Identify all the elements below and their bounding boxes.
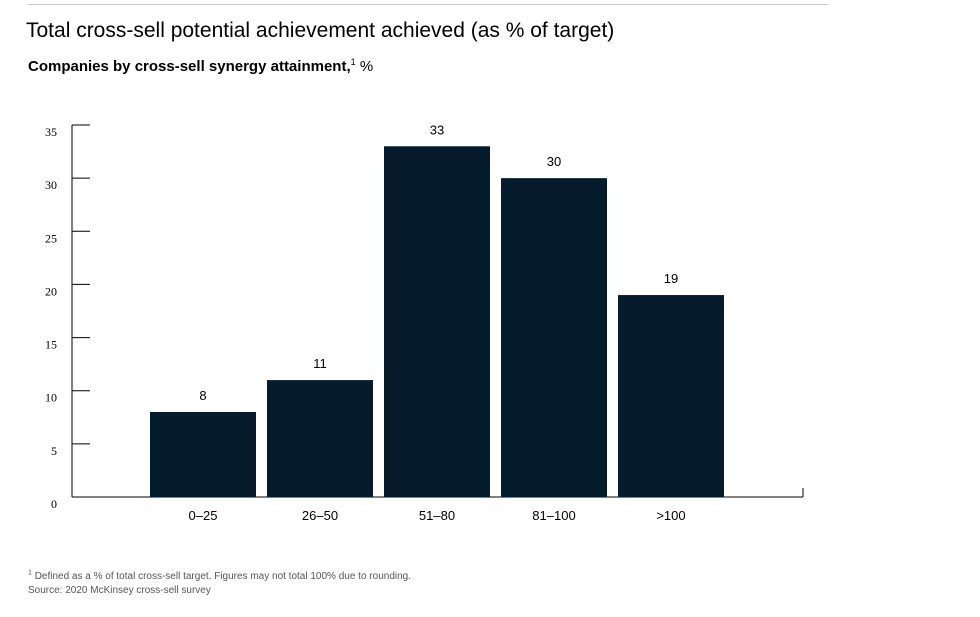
bar-value-label: 11 — [313, 356, 327, 371]
bar — [267, 380, 373, 497]
footnote-text: Defined as a % of total cross-sell targe… — [34, 571, 412, 582]
bar — [618, 295, 724, 497]
footnote: 1 Defined as a % of total cross-sell tar… — [28, 569, 412, 582]
y-tick-label: 5 — [51, 444, 57, 458]
bar — [501, 178, 607, 497]
bar-value-label: 19 — [664, 271, 678, 286]
y-tick-label: 15 — [45, 338, 57, 352]
source-note: Source: 2020 McKinsey cross-sell survey — [28, 585, 211, 596]
y-tick-label: 10 — [45, 391, 57, 405]
x-tick-label: 51–80 — [419, 508, 455, 523]
y-tick-label: 25 — [45, 231, 57, 245]
y-tick-label: 0 — [51, 497, 57, 511]
top-divider — [28, 4, 828, 5]
bar-value-label: 33 — [430, 122, 444, 137]
bar-value-label: 30 — [547, 154, 561, 169]
x-tick-label: 0–25 — [189, 508, 218, 523]
chart-subtitle: Companies by cross-sell synergy attainme… — [28, 57, 374, 76]
bar — [150, 411, 256, 497]
bar-value-label: 8 — [199, 388, 206, 403]
footnote-marker: 1 — [28, 569, 32, 577]
chart-title: Total cross-sell potential achievement a… — [26, 19, 615, 42]
x-tick-label: 26–50 — [302, 508, 338, 523]
subtitle-footnote-marker: 1 — [350, 57, 356, 67]
y-tick-label: 20 — [45, 284, 57, 298]
x-tick-label: >100 — [656, 508, 685, 523]
bar — [384, 146, 490, 497]
x-tick-label: 81–100 — [532, 508, 575, 523]
y-tick-label: 30 — [45, 178, 57, 192]
subtitle-unit: % — [359, 58, 374, 75]
y-tick-label: 35 — [45, 125, 57, 139]
subtitle-text: Companies by cross-sell synergy attainme… — [28, 58, 351, 75]
